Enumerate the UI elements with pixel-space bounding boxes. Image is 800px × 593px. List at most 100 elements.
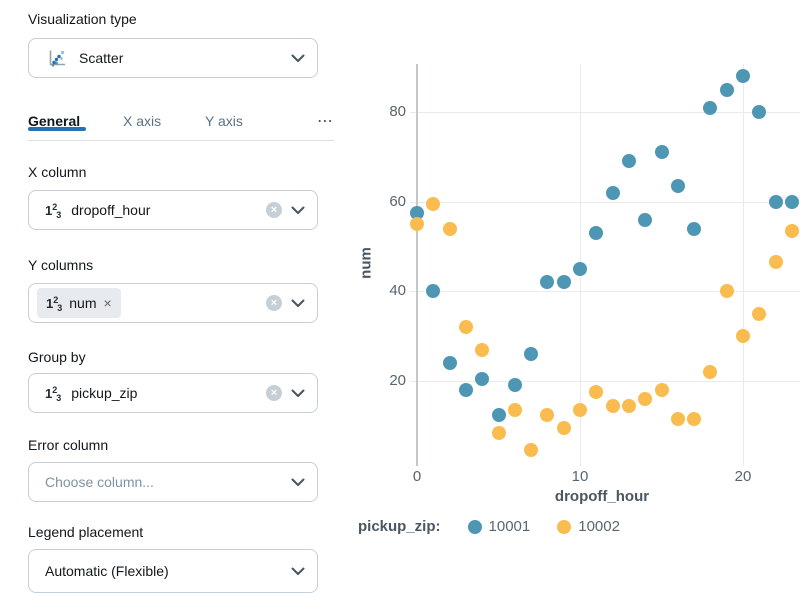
- error-column-placeholder: Choose column...: [45, 474, 154, 490]
- scatter-point: [442, 221, 457, 236]
- chevron-down-icon: [291, 299, 305, 308]
- scatter-point: [589, 385, 604, 400]
- chevron-down-icon: [291, 389, 305, 398]
- clear-selection-icon[interactable]: ×: [266, 385, 282, 401]
- scatter-point: [605, 398, 620, 413]
- scatter-point: [458, 382, 473, 397]
- y-tick-label: 80: [389, 103, 406, 120]
- scatter-point: [670, 178, 685, 193]
- scatter-point: [752, 105, 767, 119]
- tab-x-axis[interactable]: X axis: [123, 113, 162, 129]
- scatter-point: [442, 356, 457, 371]
- scatter-point: [524, 347, 539, 362]
- group-by-value: pickup_zip: [71, 385, 138, 401]
- tab-general[interactable]: General: [28, 113, 86, 131]
- y-gridline: [410, 291, 800, 293]
- scatter-point: [475, 371, 490, 386]
- legend-placement-value: Automatic (Flexible): [45, 563, 169, 579]
- y-tick-label: 60: [389, 192, 406, 210]
- x-gridline: [743, 64, 744, 466]
- active-tab-underline: [28, 127, 86, 131]
- y-gridline: [410, 201, 800, 203]
- chevron-down-icon: [291, 478, 305, 487]
- scatter-point: [426, 284, 441, 299]
- y-tick-label: 20: [389, 372, 406, 389]
- scatter-point: [621, 398, 636, 413]
- scatter-point: [458, 320, 473, 335]
- tab-bar-divider: [28, 140, 334, 141]
- scatter-point: [719, 82, 734, 97]
- scatter-point: [410, 217, 424, 232]
- config-tab-bar: General X axis Y axis ⋯: [28, 110, 334, 141]
- x-tick-label: 0: [412, 468, 422, 485]
- legend-swatch-icon: [557, 519, 572, 534]
- scatter-point: [491, 425, 506, 440]
- scatter-point: [768, 194, 783, 209]
- group-by-label: Group by: [28, 349, 86, 365]
- scatter-point: [703, 100, 718, 115]
- scatter-point: [573, 261, 587, 276]
- y-axis-title: num: [357, 247, 375, 279]
- tab-y-axis[interactable]: Y axis: [205, 113, 243, 129]
- scatter-point: [426, 196, 441, 211]
- scatter-point: [621, 154, 636, 169]
- scatter-point: [670, 412, 685, 427]
- scatter-point: [589, 226, 604, 241]
- y-tick-label: 40: [389, 282, 406, 300]
- scatter-point: [752, 306, 767, 321]
- error-column-label: Error column: [28, 437, 109, 453]
- legend-item-10001[interactable]: 10001: [467, 518, 531, 535]
- y-gridline: [410, 381, 800, 382]
- scatter-point: [654, 145, 669, 160]
- scatter-point: [654, 382, 669, 397]
- scatter-point: [524, 443, 539, 458]
- tab-overflow-button[interactable]: ⋯: [317, 113, 334, 130]
- chevron-down-icon: [291, 54, 305, 63]
- clear-selection-icon[interactable]: ×: [266, 202, 282, 218]
- clear-selection-icon[interactable]: ×: [266, 295, 282, 311]
- remove-chip-icon[interactable]: ×: [103, 295, 112, 311]
- scatter-point: [768, 255, 783, 270]
- scatter-point: [507, 378, 522, 393]
- chevron-down-icon: [291, 206, 305, 215]
- scatter-point: [573, 403, 587, 418]
- x-tick-label: 20: [734, 468, 752, 485]
- legend-item-label: 10001: [488, 518, 531, 535]
- x-column-label: X column: [28, 164, 87, 180]
- scatter-point: [687, 221, 702, 236]
- y-gridline: [410, 112, 800, 113]
- legend-group-label: pickup_zip:: [358, 518, 441, 535]
- scatter-point: [784, 223, 799, 238]
- legend-item-label: 10002: [578, 518, 620, 535]
- chart-legend: pickup_zip: 10001 10002: [358, 518, 620, 535]
- x-zeroline: [416, 64, 418, 466]
- scatter-point: [410, 205, 424, 220]
- error-column-select[interactable]: Choose column...: [28, 462, 318, 502]
- tab-general-label: General: [28, 113, 81, 129]
- scatter-point: [556, 275, 571, 290]
- scatter-point: [540, 275, 555, 290]
- scatter-point: [540, 407, 555, 422]
- legend-items: 10001 10002: [441, 518, 620, 535]
- scatter-point: [556, 421, 571, 436]
- viz-type-label: Visualization type: [28, 11, 137, 27]
- x-column-value: dropoff_hour: [71, 202, 151, 218]
- scatter-point: [507, 403, 522, 418]
- y-column-chip-label: num: [69, 295, 97, 311]
- scatter-point: [475, 342, 490, 357]
- tab-scroll-fade: [284, 110, 310, 138]
- legend-placement-label: Legend placement: [28, 524, 144, 540]
- scatter-point: [638, 391, 653, 406]
- scatter-point: [736, 329, 750, 344]
- viz-type-select[interactable]: Scatter: [28, 38, 318, 78]
- y-columns-label: Y columns: [28, 257, 94, 273]
- legend-item-10002[interactable]: 10002: [557, 518, 620, 535]
